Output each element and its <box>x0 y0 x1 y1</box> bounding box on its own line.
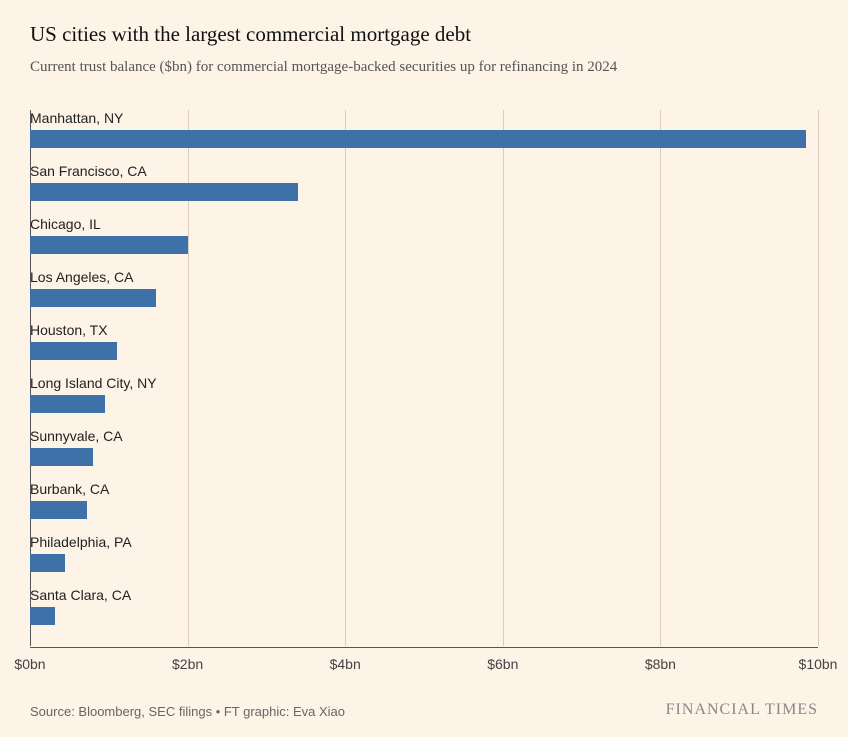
bar-row: Long Island City, NY <box>30 375 818 413</box>
chart-container: US cities with the largest commercial mo… <box>0 0 848 737</box>
bar <box>30 342 117 360</box>
x-tick-label: $2bn <box>172 656 203 672</box>
bar-row: Burbank, CA <box>30 481 818 519</box>
bar-label: San Francisco, CA <box>30 163 818 179</box>
chart-title: US cities with the largest commercial mo… <box>30 22 818 47</box>
bar <box>30 236 188 254</box>
bar <box>30 607 55 625</box>
bar <box>30 130 806 148</box>
bar <box>30 395 105 413</box>
bar-label: Philadelphia, PA <box>30 534 818 550</box>
bar <box>30 183 298 201</box>
x-tick-label: $10bn <box>799 656 838 672</box>
bar-label: Sunnyvale, CA <box>30 428 818 444</box>
bar-row: Manhattan, NY <box>30 110 818 148</box>
x-tick-label: $8bn <box>645 656 676 672</box>
source-text: Source: Bloomberg, SEC filings • FT grap… <box>30 704 345 719</box>
chart-subtitle: Current trust balance ($bn) for commerci… <box>30 59 818 76</box>
bar-row: Los Angeles, CA <box>30 269 818 307</box>
bar <box>30 448 93 466</box>
plot-area: Manhattan, NY San Francisco, CA Chicago, I… <box>30 110 818 646</box>
bars-region: Manhattan, NY San Francisco, CA Chicago, I… <box>30 110 818 646</box>
bar-row: San Francisco, CA <box>30 163 818 201</box>
x-tick-label: $4bn <box>330 656 361 672</box>
bar-row: Santa Clara, CA <box>30 587 818 625</box>
gridline <box>818 110 819 646</box>
x-tick-label: $0bn <box>14 656 45 672</box>
brand-text: FINANCIAL TIMES <box>666 701 818 719</box>
bar <box>30 289 156 307</box>
bar-row: Sunnyvale, CA <box>30 428 818 466</box>
chart-footer: Source: Bloomberg, SEC filings • FT grap… <box>30 701 818 719</box>
bar-label: Los Angeles, CA <box>30 269 818 285</box>
bar <box>30 554 65 572</box>
x-axis-labels: $0bn$2bn$4bn$6bn$8bn$10bn <box>30 650 818 678</box>
bar-label: Houston, TX <box>30 322 818 338</box>
bar-row: Chicago, IL <box>30 216 818 254</box>
bar <box>30 501 87 519</box>
bar-label: Santa Clara, CA <box>30 587 818 603</box>
bar-row: Philadelphia, PA <box>30 534 818 572</box>
bar-label: Chicago, IL <box>30 216 818 232</box>
x-axis-line <box>30 647 818 648</box>
bar-label: Long Island City, NY <box>30 375 818 391</box>
bar-label: Burbank, CA <box>30 481 818 497</box>
x-tick-label: $6bn <box>487 656 518 672</box>
bar-row: Houston, TX <box>30 322 818 360</box>
bar-label: Manhattan, NY <box>30 110 818 126</box>
